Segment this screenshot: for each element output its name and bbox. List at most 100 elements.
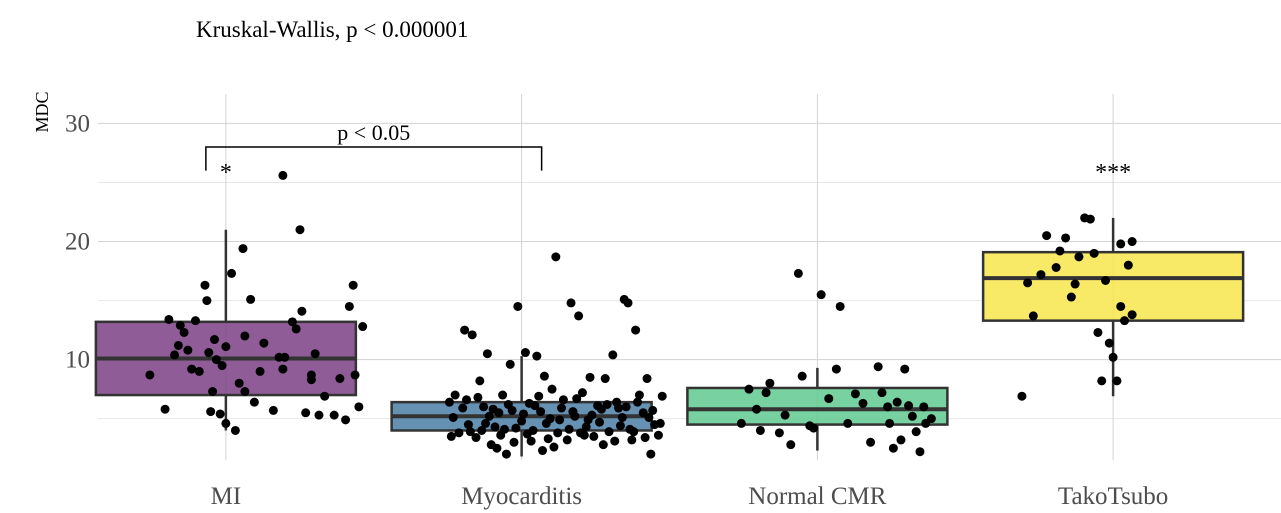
data-point bbox=[774, 428, 784, 438]
data-point bbox=[1108, 352, 1118, 362]
data-point bbox=[547, 384, 557, 394]
data-point bbox=[314, 410, 324, 420]
data-point bbox=[543, 434, 553, 444]
data-point bbox=[268, 405, 278, 415]
data-point bbox=[240, 387, 250, 397]
data-point bbox=[473, 392, 483, 402]
data-point bbox=[291, 324, 301, 334]
data-point bbox=[1116, 239, 1126, 249]
data-point bbox=[492, 443, 502, 453]
data-point bbox=[736, 418, 746, 428]
data-point bbox=[462, 395, 472, 405]
data-point bbox=[604, 427, 614, 437]
data-point bbox=[539, 371, 549, 381]
data-point bbox=[892, 397, 902, 407]
data-point bbox=[1112, 376, 1122, 386]
data-point bbox=[465, 427, 475, 437]
data-point bbox=[522, 429, 532, 439]
data-point bbox=[536, 407, 546, 417]
data-point bbox=[209, 335, 219, 345]
data-point bbox=[179, 327, 189, 337]
data-point bbox=[809, 423, 819, 433]
data-point bbox=[297, 306, 307, 316]
data-point bbox=[519, 409, 529, 419]
data-point bbox=[562, 435, 572, 445]
data-point bbox=[1104, 338, 1114, 348]
data-point bbox=[595, 417, 605, 427]
data-point bbox=[530, 401, 540, 411]
data-point bbox=[202, 296, 212, 306]
data-point bbox=[482, 349, 492, 359]
data-point bbox=[657, 391, 667, 401]
data-point bbox=[577, 388, 587, 398]
data-point bbox=[1127, 310, 1137, 320]
data-point bbox=[648, 405, 658, 415]
data-point bbox=[240, 331, 250, 341]
data-point bbox=[221, 418, 231, 428]
data-point bbox=[598, 440, 608, 450]
data-point bbox=[511, 423, 521, 433]
data-point bbox=[576, 428, 586, 438]
data-point bbox=[614, 403, 624, 413]
box-body bbox=[686, 386, 949, 426]
data-point bbox=[744, 384, 754, 394]
data-point bbox=[460, 325, 470, 335]
data-point bbox=[602, 399, 612, 409]
data-point bbox=[278, 170, 288, 180]
data-point bbox=[843, 418, 853, 428]
y-tick-label: 20 bbox=[65, 229, 90, 256]
data-point bbox=[1074, 252, 1084, 262]
data-point bbox=[600, 374, 610, 384]
data-point bbox=[505, 359, 515, 369]
data-point bbox=[615, 421, 625, 431]
data-point bbox=[919, 402, 929, 412]
data-point bbox=[354, 402, 364, 412]
data-point bbox=[255, 366, 265, 376]
data-point bbox=[173, 340, 183, 350]
data-point bbox=[450, 390, 460, 400]
data-point bbox=[786, 440, 796, 450]
data-point bbox=[467, 330, 477, 340]
data-point bbox=[631, 325, 641, 335]
data-point bbox=[217, 361, 227, 371]
data-point bbox=[513, 301, 523, 311]
data-point bbox=[549, 442, 559, 452]
data-point bbox=[634, 390, 644, 400]
data-point bbox=[585, 372, 595, 382]
data-point bbox=[175, 320, 185, 330]
data-point bbox=[200, 280, 210, 290]
data-point bbox=[888, 443, 898, 453]
box-takotsubo bbox=[981, 217, 1245, 397]
data-point bbox=[211, 355, 221, 365]
data-point bbox=[488, 404, 498, 414]
data-point bbox=[793, 268, 803, 278]
data-point bbox=[655, 418, 665, 428]
data-point bbox=[640, 433, 650, 443]
data-point bbox=[1028, 311, 1038, 321]
data-point bbox=[621, 402, 631, 412]
data-point bbox=[558, 395, 568, 405]
data-point bbox=[208, 387, 218, 397]
chart-title: Kruskal-Wallis, p < 0.000001 bbox=[196, 17, 468, 42]
box-body bbox=[981, 250, 1245, 322]
x-tick-label: Normal CMR bbox=[748, 483, 887, 510]
data-point bbox=[534, 391, 544, 401]
data-point bbox=[230, 425, 240, 435]
data-point bbox=[755, 425, 765, 435]
data-point bbox=[341, 415, 351, 425]
data-point bbox=[564, 424, 574, 434]
data-point bbox=[1055, 246, 1065, 256]
data-point bbox=[589, 431, 599, 441]
data-point bbox=[915, 447, 925, 457]
boxes bbox=[94, 217, 1245, 457]
y-axis-label: MDC bbox=[32, 91, 52, 132]
data-point bbox=[553, 428, 563, 438]
data-point bbox=[335, 374, 345, 384]
x-tick-label: Myocarditis bbox=[461, 483, 582, 510]
data-point bbox=[1116, 301, 1126, 311]
data-point bbox=[545, 414, 555, 424]
data-point bbox=[238, 244, 248, 254]
data-point bbox=[1085, 214, 1095, 224]
data-point bbox=[444, 397, 454, 407]
comparison-label: p < 0.05 bbox=[337, 120, 410, 145]
